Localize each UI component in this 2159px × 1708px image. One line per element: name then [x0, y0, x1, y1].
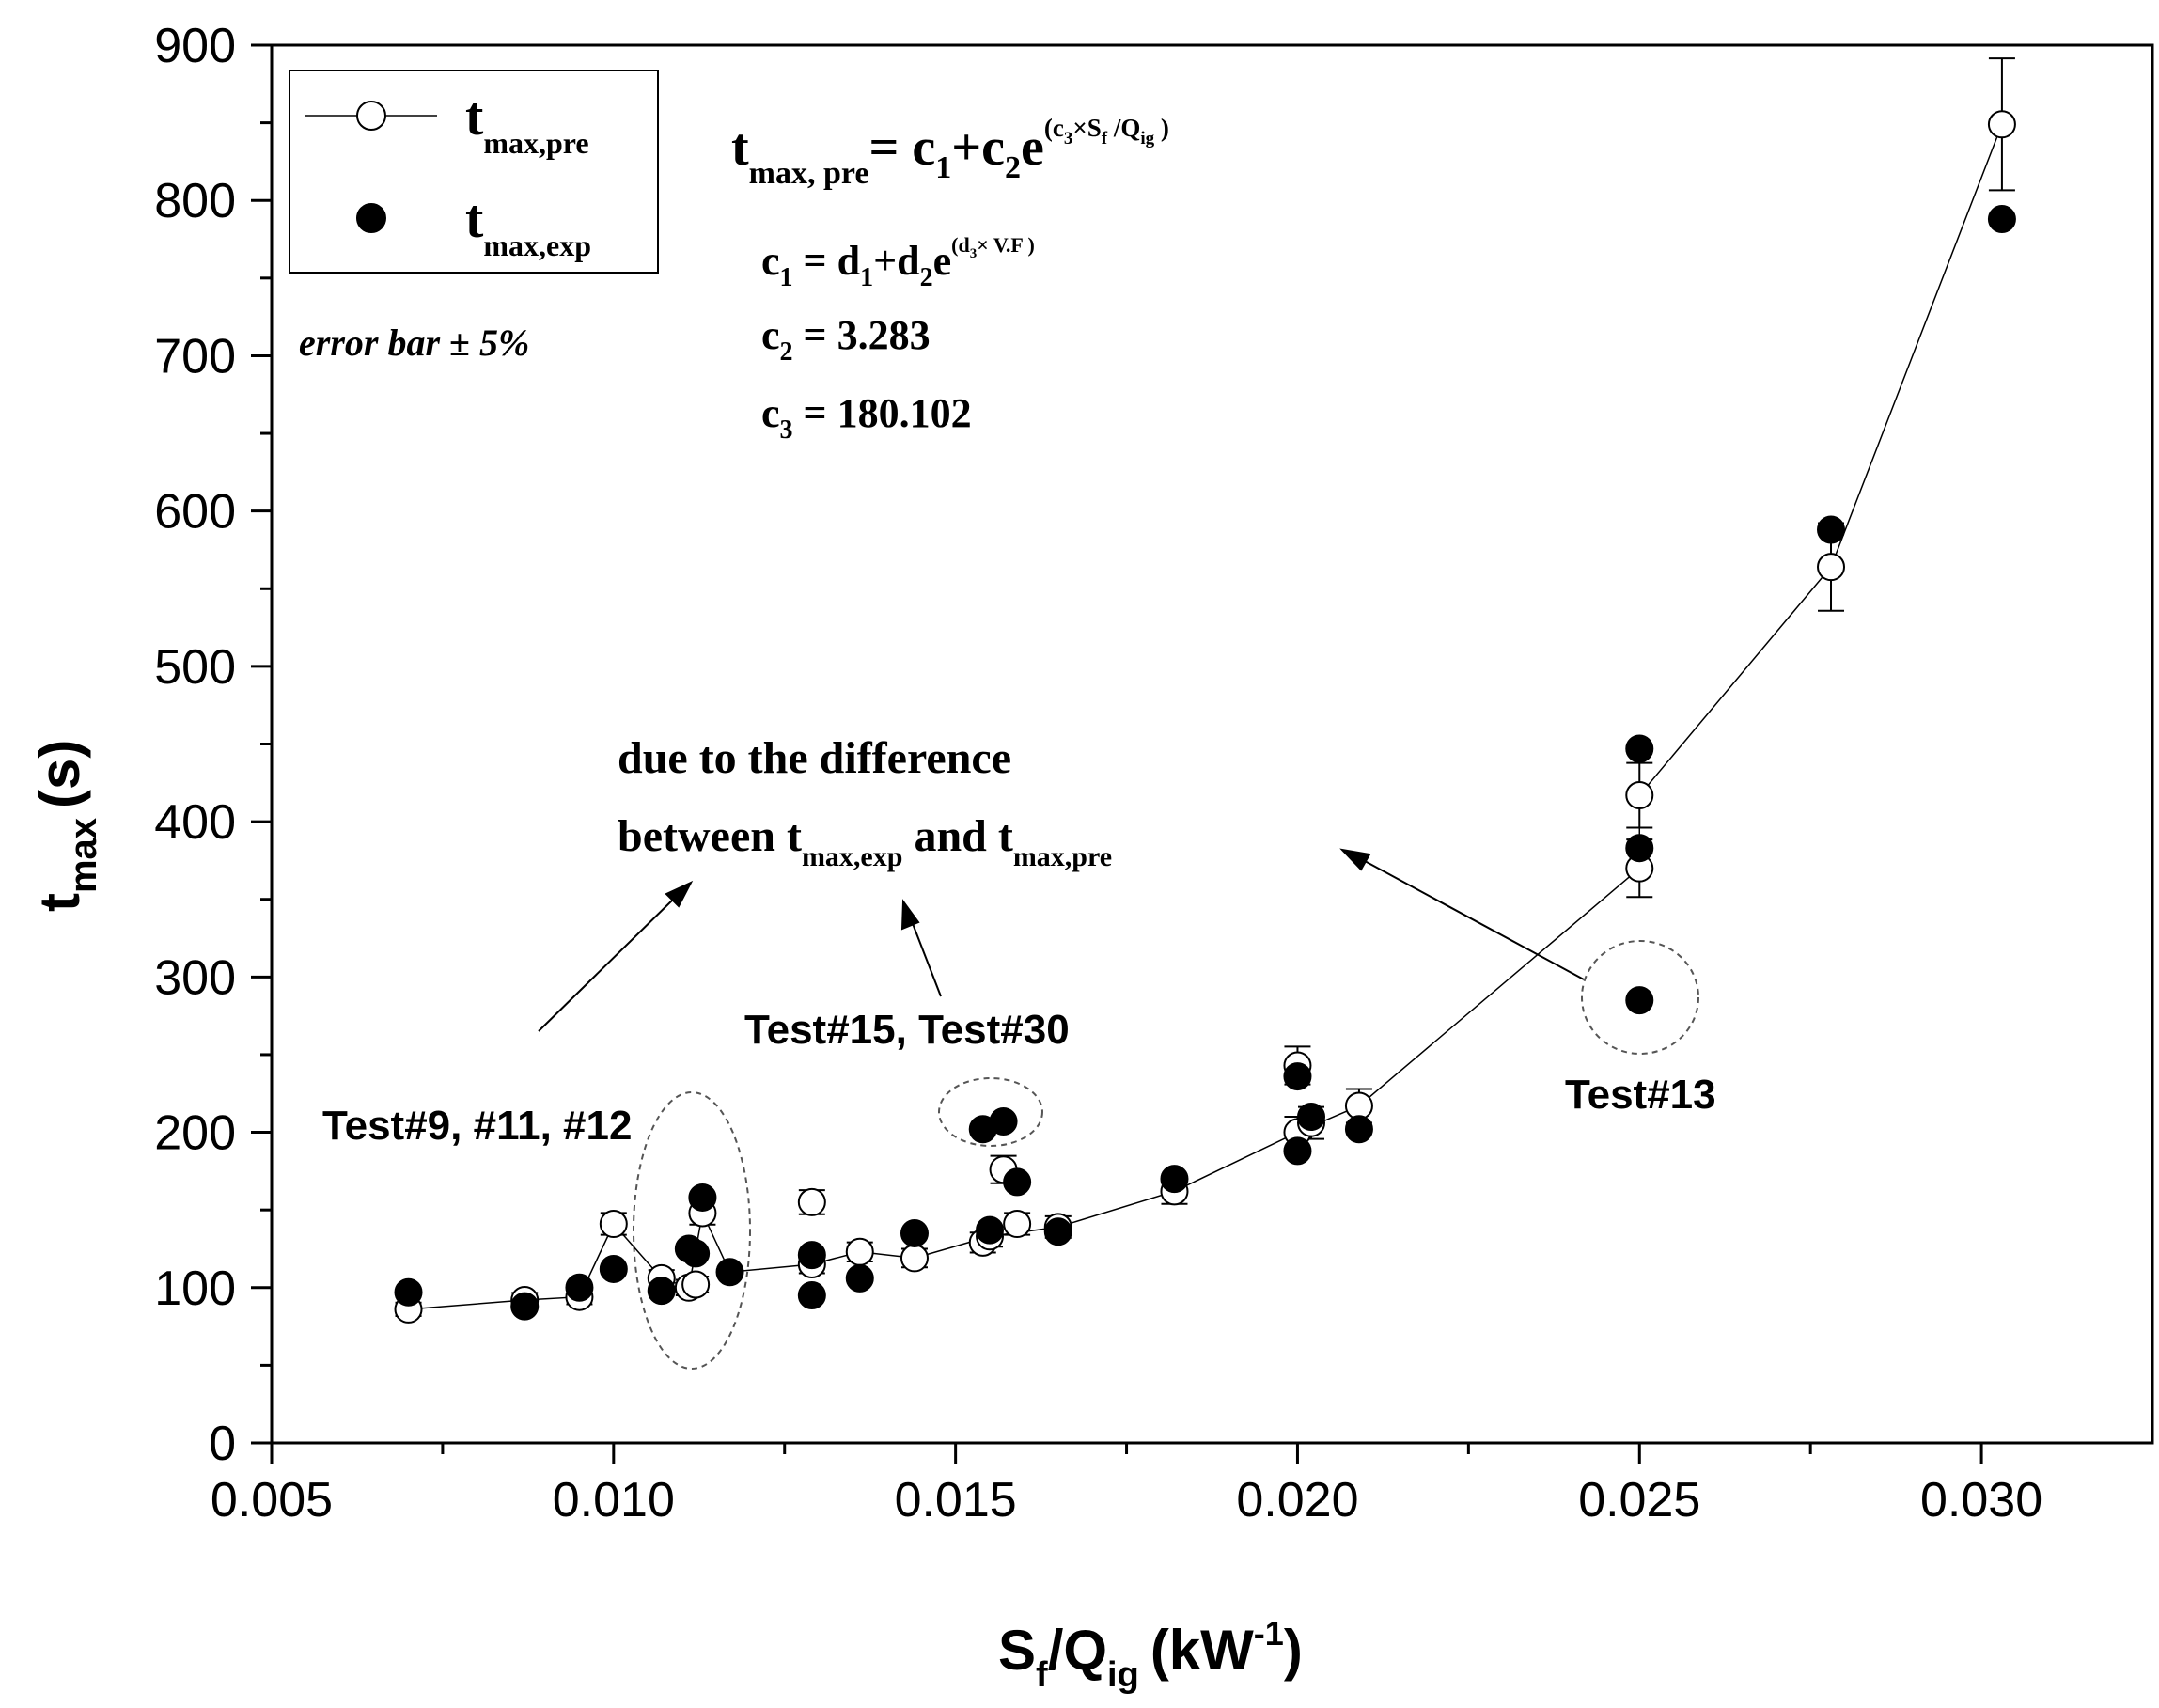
annotations: error bar ± 5% tmax, pre= c1+c2e(c3×Sf /…: [299, 114, 1716, 1149]
data-point-exp: [688, 1183, 717, 1212]
data-point-exp: [1003, 1167, 1032, 1197]
y-tick-label: 700: [154, 329, 236, 384]
data-point-pre: [599, 1210, 628, 1239]
error-bar-note: error bar ± 5%: [299, 321, 529, 364]
data-point-exp: [1283, 1062, 1312, 1091]
x-tick-label: 0.015: [895, 1473, 1017, 1528]
y-tick-label: 400: [154, 795, 236, 850]
x-axis-title: Sf/Qig (kW-1): [998, 1614, 1303, 1695]
difference-note-line2: between tmax,exp and tmax,pre: [618, 811, 1112, 872]
data-point-exp: [565, 1273, 594, 1302]
annotation-arrows: [538, 848, 1585, 1032]
highlight-ellipses: [633, 940, 1699, 1370]
data-point-exp: [989, 1106, 1018, 1136]
data-point-exp: [1043, 1217, 1072, 1246]
y-tick-label: 900: [154, 19, 236, 73]
data-point-pre: [797, 1187, 826, 1216]
data-point-exp: [1160, 1165, 1189, 1194]
data-point-exp: [599, 1254, 628, 1283]
legend: tmax,pre tmax,exp: [289, 70, 659, 274]
legend-exp-marker: [356, 203, 386, 233]
x-tick-label: 0.010: [553, 1473, 675, 1528]
y-tick-labels: 0 100 200 300 400 500 600 700 800 900: [154, 19, 236, 1471]
arrowhead-2: [900, 899, 920, 931]
legend-box: [289, 70, 659, 274]
difference-note-line1: due to the difference: [618, 733, 1011, 783]
x-axis-ticks: [270, 1443, 1983, 1464]
y-tick-label: 300: [154, 950, 236, 1005]
data-point-exp: [647, 1277, 676, 1306]
data-point-exp: [1625, 834, 1654, 863]
data-point-exp: [1625, 734, 1654, 763]
x-tick-labels: 0.005 0.010 0.015 0.020 0.025 0.030: [211, 1473, 2042, 1528]
equation-c2: c2 = 3.283: [761, 312, 931, 367]
data-point-exp: [900, 1218, 929, 1247]
data-point-exp: [1817, 515, 1846, 544]
y-tick-label: 200: [154, 1106, 236, 1161]
arrow-line-1: [538, 897, 676, 1032]
plot-content: [394, 57, 2016, 1324]
y-tick-label: 600: [154, 485, 236, 540]
x-tick-label: 0.020: [1236, 1473, 1358, 1528]
arrow-line-2: [911, 920, 942, 997]
equation-c1: c1 = d1+d2e(d3× V.F ): [761, 233, 1035, 292]
data-point-exp: [976, 1215, 1005, 1245]
data-point-pre: [681, 1270, 711, 1299]
data-point-exp: [797, 1281, 826, 1310]
axis-titles: Sf/Qig (kW-1) tmax(s): [28, 740, 1303, 1695]
equation-c3: c3 = 180.102: [761, 390, 972, 445]
y-tick-label: 0: [209, 1417, 236, 1471]
x-tick-label: 0.030: [1920, 1473, 2042, 1528]
legend-pre-label: tmax,pre: [465, 86, 589, 160]
y-tick-label: 800: [154, 174, 236, 228]
data-point-exp: [681, 1239, 711, 1268]
arrow-line-3: [1364, 860, 1585, 980]
y-tick-label: 100: [154, 1261, 236, 1316]
data-point-exp: [797, 1241, 826, 1270]
data-point-exp: [394, 1277, 423, 1307]
legend-exp-label: tmax,exp: [465, 188, 591, 262]
data-point-pre: [900, 1244, 929, 1273]
data-point-exp: [845, 1263, 874, 1293]
label-test-9-11-12: Test#9, #11, #12: [322, 1103, 632, 1149]
x-tick-label: 0.005: [211, 1473, 333, 1528]
arrowhead-1: [665, 880, 694, 908]
data-point-exp: [510, 1292, 540, 1321]
arrowhead-3: [1339, 848, 1371, 871]
y-axis-title: tmax(s): [28, 740, 104, 912]
y-axis-ticks: [251, 43, 272, 1445]
ellipse-test-9-11-12: [633, 1091, 751, 1370]
legend-pre-marker: [356, 101, 386, 131]
axes: 0.005 0.010 0.015 0.020 0.025 0.030 0 100 200 30…: [154, 19, 2154, 1528]
ellipse-test-15-30: [938, 1077, 1043, 1147]
label-test-13: Test#13: [1565, 1072, 1716, 1118]
series-exp-points: [394, 205, 2016, 1321]
data-point-pre: [1003, 1210, 1032, 1239]
data-point-pre: [1987, 110, 2016, 139]
data-point-exp: [1987, 205, 2016, 234]
label-test-15-30: Test#15, Test#30: [744, 1007, 1070, 1053]
data-point-exp: [1297, 1103, 1326, 1132]
data-point-pre: [1817, 553, 1846, 582]
equation-main: tmax, pre= c1+c2e(c3×Sf /Qig ): [731, 114, 1169, 191]
data-point-pre: [1625, 781, 1654, 810]
data-point-exp: [1283, 1136, 1312, 1166]
y-tick-label: 500: [154, 640, 236, 695]
ellipse-test-13: [1581, 940, 1699, 1055]
data-point-pre: [845, 1237, 874, 1266]
data-point-exp: [715, 1258, 744, 1287]
data-point-exp: [1344, 1115, 1373, 1144]
x-tick-label: 0.025: [1578, 1473, 1700, 1528]
data-point-exp: [1625, 986, 1654, 1015]
